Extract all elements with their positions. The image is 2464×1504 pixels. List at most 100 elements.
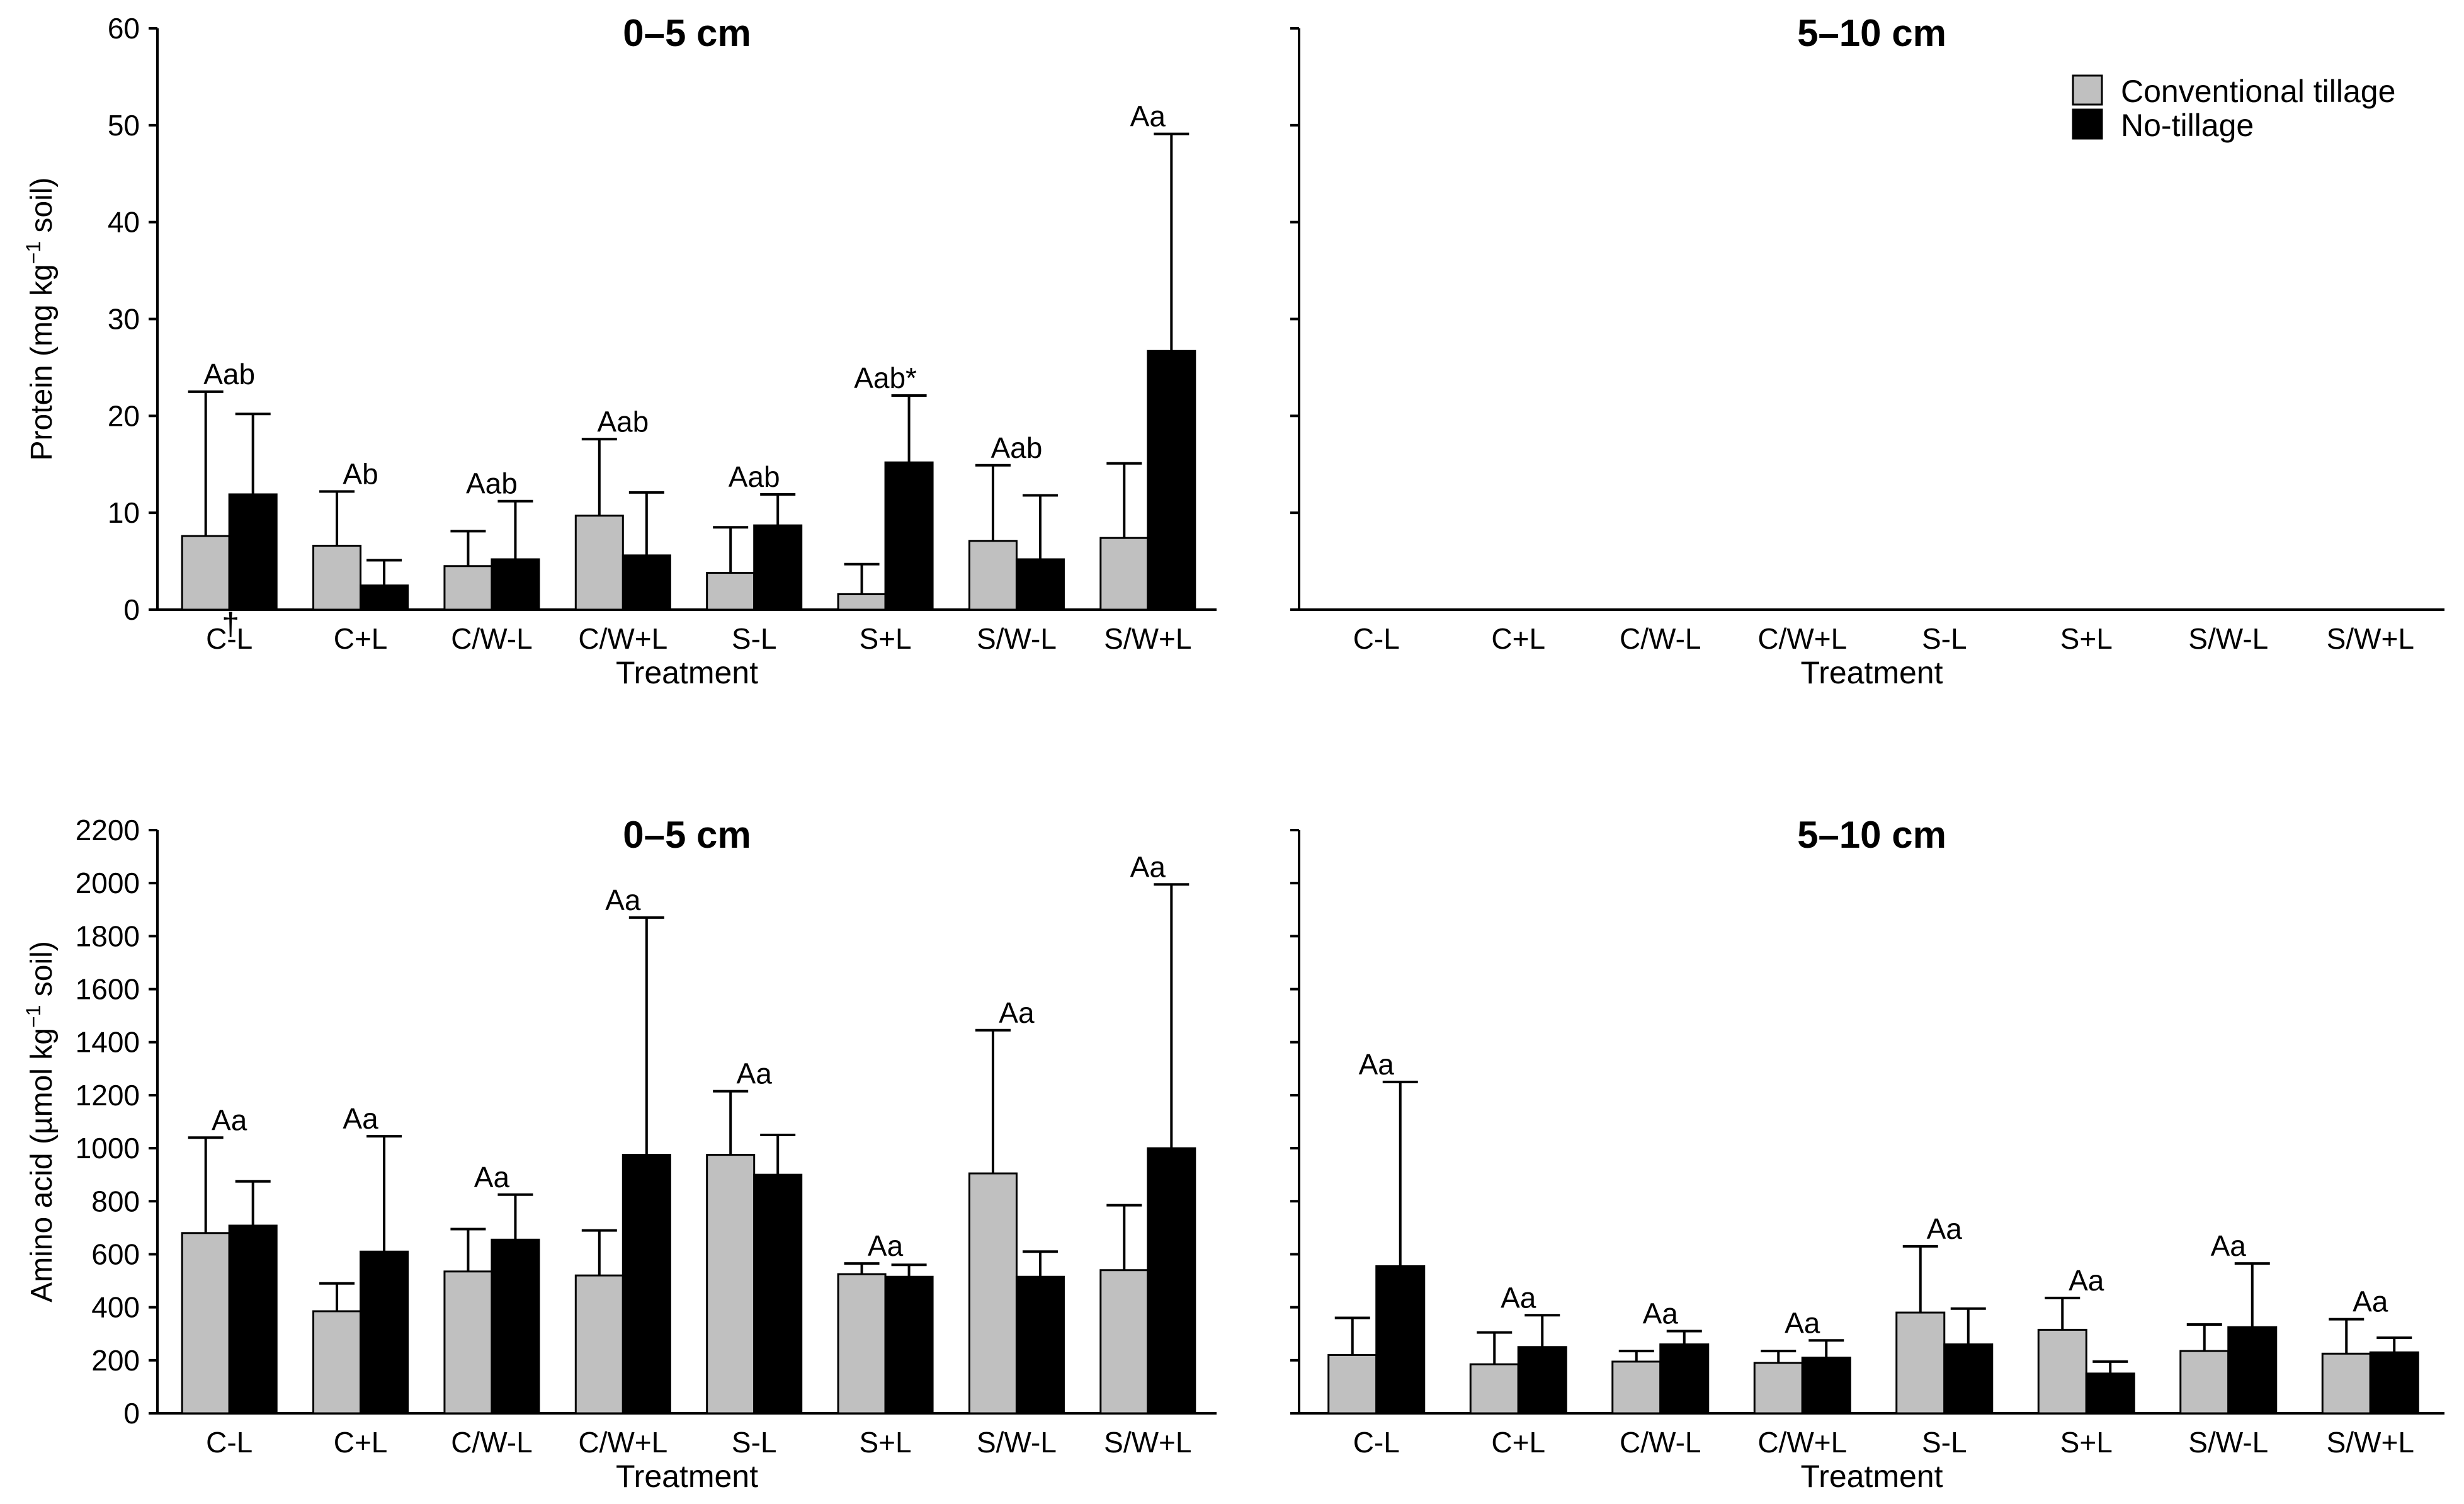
amino-0-5-bar-no-tillage-4 [753,1173,803,1415]
protein-5-10-xtick-label-2: C/W-L [1620,622,1701,655]
protein-5-10-xtick-label-4: S-L [1922,622,1967,655]
amino-0-5-ytick-label-6: 1200 [76,1079,140,1112]
protein-0-5-xlabel: Treatment [616,655,758,690]
amino-0-5-ytick-label-9: 1800 [76,920,140,952]
amino-0-5-bar-conventional-3 [574,1274,624,1415]
legend: Conventional tillage No-tillage [2072,74,2395,143]
amino-0-5-ytick-label-8: 1600 [76,973,140,1006]
amino-0-5-xtick-label-7: S/W+L [1104,1426,1191,1459]
amino-0-5-bar-no-tillage-1 [360,1250,409,1415]
amino-5-10-annotation-0: Aa [1359,1048,1395,1081]
amino-0-5-bar-no-tillage-2 [491,1238,540,1415]
protein-5-10-xtick-label-6: S/W-L [2188,622,2268,655]
amino-5-10-annotation-4: Aa [1927,1212,1963,1245]
amino-5-10-annotation-5: Aa [2069,1264,2104,1297]
amino-0-5-annotation-1: Aa [343,1102,378,1135]
amino-0-5-annotation-2: Aa [474,1161,510,1194]
amino-0-5-ytick-label-2: 400 [91,1291,140,1324]
protein-0-5-bar-conventional-3 [574,515,624,611]
amino-0-5-xlabel: Treatment [616,1459,758,1494]
amino-0-5-bar-conventional-1 [312,1310,362,1415]
amino-0-5-ytick-label-10: 2000 [76,867,140,899]
protein-0-5-xtick-label-7: S/W+L [1104,622,1191,655]
protein-0-5-xtick-label-2: C/W-L [451,622,533,655]
amino-0-5-annotation-6: Aa [999,996,1035,1029]
protein-5-10-title: 5–10 cm [1797,12,1946,54]
protein-0-5-xtick-label-4: S-L [732,622,777,655]
amino-5-10-bar-no-tillage-0 [1375,1265,1426,1415]
amino-5-10-xtick-label-0: C-L [1353,1426,1400,1459]
protein-0-5-ytick-label-4: 40 [108,206,140,239]
protein-0-5-bar-no-tillage-2 [491,558,540,611]
amino-5-10-annotation-2: Aa [1643,1297,1679,1330]
protein-0-5-xtick-label-0: C-L [206,622,253,655]
protein-5-10-xtick-label-5: S+L [2060,622,2113,655]
amino-0-5-annotation-4: Aa [737,1057,773,1090]
protein-0-5-ytick-label-3: 30 [108,303,140,336]
amino-0-5-bar-conventional-5 [837,1273,887,1415]
amino-0-5-ytick-label-7: 1400 [76,1026,140,1059]
protein-0-5-ytick-label-6: 60 [108,12,140,45]
amino-0-5-bar-conventional-4 [706,1154,756,1415]
amino-0-5-annotation-7: Aa [1130,850,1166,883]
amino-0-5-title: 0–5 cm [623,814,751,856]
amino-0-5-xtick-label-4: S-L [732,1426,777,1459]
protein-0-5-annotation-1: Ab [343,457,378,490]
amino-0-5-ytick-label-0: 0 [123,1397,140,1430]
protein-0-5-annotation-0: Aab [203,358,255,390]
protein-0-5-bar-no-tillage-4 [753,524,803,611]
amino-5-10-xlabel: Treatment [1800,1459,1943,1494]
protein-0-5-xtick-label-3: C/W+L [578,622,667,655]
protein-0-5-xtick-label-1: C+L [334,622,388,655]
protein-5-10-xtick-label-0: C-L [1353,622,1400,655]
amino-0-5-ytick-label-11: 2200 [76,814,140,846]
amino-0-5-annotation-5: Aa [868,1229,904,1262]
protein-0-5-bar-conventional-4 [706,572,756,611]
protein-5-10-xtick-label-7: S/W+L [2327,622,2414,655]
amino-0-5-bar-conventional-6 [968,1172,1018,1415]
protein-0-5-bar-no-tillage-1 [360,584,409,611]
amino-0-5-panel: 0–5 cm 0 200 400 600 800 1000 1200 1400 1600 1800 2… [22,814,1217,1494]
amino-0-5-bar-no-tillage-3 [622,1154,671,1415]
protein-0-5-bar-conventional-6 [968,540,1018,611]
protein-0-5-panel: 0–5 cm 0 10 20 30 40 50 60 Protein (mg kg−1 soil… [22,12,1217,690]
amino-0-5-bar-no-tillage-5 [884,1275,934,1415]
amino-0-5-ylabel: Amino acid (µmol kg−1 soil) [22,941,59,1302]
protein-0-5-annotation-7: Aa [1130,100,1166,133]
amino-5-10-bar-conventional-6 [2179,1350,2230,1415]
amino-5-10-xtick-label-6: S/W-L [2188,1426,2268,1459]
protein-0-5-bar-no-tillage-6 [1015,558,1065,611]
protein-0-5-bar-conventional-5 [837,593,887,611]
amino-5-10-panel: 5–10 cm C-L C+L C/W-L C/W+L S-L S+L S/W-L S/W+L T… [1290,814,2444,1494]
protein-0-5-bar-conventional-0 [181,535,230,611]
amino-0-5-bar-conventional-7 [1099,1269,1149,1415]
protein-0-5-ytick-label-1: 10 [108,496,140,529]
amino-0-5-bar-no-tillage-0 [228,1224,278,1415]
amino-0-5-xtick-label-5: S+L [859,1426,911,1459]
amino-0-5-annotation-0: Aa [212,1103,247,1136]
protein-0-5-annotation-2: Aab [466,467,518,500]
protein-0-5-bar-conventional-7 [1099,537,1149,611]
amino-0-5-xtick-label-1: C+L [334,1426,388,1459]
amino-5-10-xtick-label-3: C/W+L [1757,1426,1847,1459]
protein-0-5-title: 0–5 cm [623,12,751,54]
amino-5-10-bar-no-tillage-3 [1801,1357,1851,1415]
amino-5-10-annotation-7: Aa [2353,1285,2388,1318]
protein-0-5-ytick-label-5: 50 [108,109,140,142]
amino-5-10-bar-conventional-0 [1327,1353,1378,1415]
amino-5-10-xtick-label-2: C/W-L [1620,1426,1701,1459]
protein-0-5-annotation-3: Aab [597,405,649,438]
amino-0-5-ytick-label-3: 600 [91,1238,140,1270]
protein-0-5-bar-no-tillage-7 [1147,350,1196,611]
amino-5-10-bar-no-tillage-7 [2369,1351,2419,1415]
amino-0-5-xtick-label-0: C-L [206,1426,253,1459]
protein-0-5-xtick-label-6: S/W-L [977,622,1057,655]
protein-0-5-annotation-5: Aab* [854,362,917,394]
protein-0-5-xtick-label-5: S+L [859,622,911,655]
amino-5-10-annotation-3: Aa [1785,1306,1820,1339]
amino-5-10-bar-conventional-4 [1895,1311,1946,1415]
amino-5-10-xtick-label-4: S-L [1922,1426,1967,1459]
protein-0-5-bar-no-tillage-0 [228,493,278,611]
protein-0-5-annotation-6: Aab [991,431,1043,464]
